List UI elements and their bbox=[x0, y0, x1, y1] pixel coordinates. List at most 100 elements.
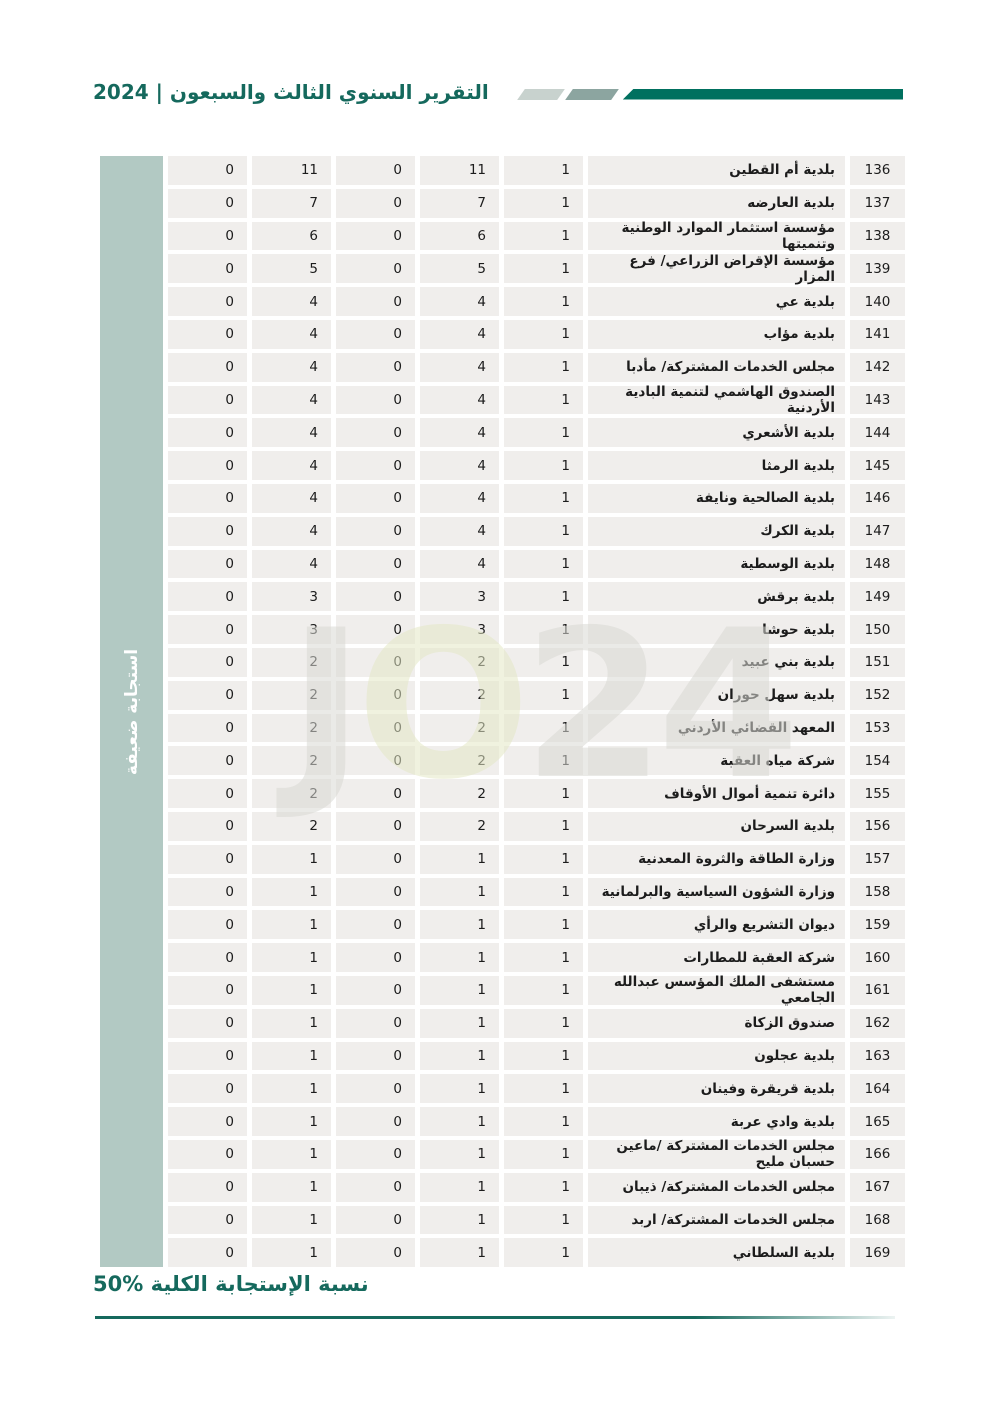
table-row: 153 المعهد القضائي الأردني 1 2 0 2 0 bbox=[168, 713, 905, 743]
value-cell: 1 bbox=[504, 483, 583, 513]
row-number: 146 bbox=[850, 483, 905, 513]
row-number: 137 bbox=[850, 188, 905, 218]
value-cell: 0 bbox=[168, 975, 247, 1005]
value-cell: 0 bbox=[168, 516, 247, 546]
entity-name: بلدية مؤاب bbox=[588, 319, 845, 349]
value-cell: 1 bbox=[420, 844, 499, 874]
value-cell: 1 bbox=[504, 746, 583, 776]
value-cell: 1 bbox=[504, 1041, 583, 1071]
row-number: 167 bbox=[850, 1172, 905, 1202]
value-cell: 4 bbox=[420, 287, 499, 316]
value-cell: 1 bbox=[504, 811, 583, 841]
table-row: 136 بلدية أم القطين 1 11 0 11 0 bbox=[168, 156, 905, 185]
value-cell: 0 bbox=[336, 1041, 415, 1071]
value-cell: 4 bbox=[252, 549, 331, 579]
header-bar-segment-light bbox=[516, 88, 565, 100]
header-bar-segment-mid bbox=[564, 88, 619, 100]
value-cell: 0 bbox=[168, 844, 247, 874]
value-cell: 4 bbox=[252, 319, 331, 349]
footer-divider bbox=[95, 1316, 895, 1319]
category-band: استجابة ضعيفة bbox=[100, 156, 163, 1268]
value-cell: 0 bbox=[168, 680, 247, 710]
row-number: 154 bbox=[850, 746, 905, 776]
entity-name: بلدية عي bbox=[588, 287, 845, 316]
row-number: 145 bbox=[850, 451, 905, 480]
table-rows: 136 بلدية أم القطين 1 11 0 11 0 137 بلدي… bbox=[168, 156, 905, 1268]
value-cell: 1 bbox=[504, 582, 583, 612]
value-cell: 4 bbox=[420, 385, 499, 415]
table-row: 161 مستشفى الملك المؤسس عبدالله الجامعي … bbox=[168, 974, 905, 1006]
value-cell: 0 bbox=[336, 615, 415, 644]
value-cell: 0 bbox=[168, 319, 247, 349]
value-cell: 0 bbox=[168, 811, 247, 841]
value-cell: 0 bbox=[168, 746, 247, 776]
report-title: التقرير السنوي الثالث والسبعون | 2024 bbox=[93, 80, 489, 104]
value-cell: 2 bbox=[420, 647, 499, 677]
entity-name: بلدية السرحان bbox=[588, 811, 845, 841]
value-cell: 4 bbox=[252, 451, 331, 480]
value-cell: 1 bbox=[420, 1074, 499, 1104]
value-cell: 0 bbox=[336, 418, 415, 448]
row-number: 140 bbox=[850, 287, 905, 316]
row-number: 144 bbox=[850, 418, 905, 448]
entity-name: مجلس الخدمات المشتركة/ ذيبان bbox=[588, 1172, 845, 1202]
value-cell: 1 bbox=[420, 910, 499, 940]
value-cell: 0 bbox=[336, 811, 415, 841]
entity-name: بلدية الوسطية bbox=[588, 549, 845, 579]
table-row: 166 مجلس الخدمات المشتركة /ماعين حسبان م… bbox=[168, 1138, 905, 1170]
row-number: 155 bbox=[850, 779, 905, 808]
row-number: 163 bbox=[850, 1041, 905, 1071]
entity-name: بلدية حوشا bbox=[588, 615, 845, 644]
value-cell: 1 bbox=[504, 943, 583, 972]
row-number: 148 bbox=[850, 549, 905, 579]
value-cell: 0 bbox=[336, 779, 415, 808]
overall-response-rate: نسبة الإستجابة الكلية %50 bbox=[93, 1272, 369, 1296]
row-number: 159 bbox=[850, 910, 905, 940]
value-cell: 0 bbox=[168, 156, 247, 185]
entity-name: مجلس الخدمات المشتركة/ مأدبا bbox=[588, 352, 845, 382]
value-cell: 2 bbox=[252, 680, 331, 710]
table-row: 144 بلدية الأشعري 1 4 0 4 0 bbox=[168, 418, 905, 448]
value-cell: 0 bbox=[336, 877, 415, 907]
value-cell: 5 bbox=[420, 254, 499, 284]
value-cell: 1 bbox=[504, 1008, 583, 1038]
row-number: 160 bbox=[850, 943, 905, 972]
value-cell: 0 bbox=[168, 1172, 247, 1202]
value-cell: 1 bbox=[252, 975, 331, 1005]
table-row: 145 بلدية الرمثا 1 4 0 4 0 bbox=[168, 451, 905, 480]
value-cell: 3 bbox=[252, 615, 331, 644]
table-row: 149 بلدية برقش 1 3 0 3 0 bbox=[168, 582, 905, 612]
value-cell: 7 bbox=[420, 188, 499, 218]
entity-name: مؤسسة استثمار الموارد الوطنية وتنميتها bbox=[588, 220, 845, 252]
value-cell: 0 bbox=[336, 713, 415, 743]
value-cell: 0 bbox=[168, 713, 247, 743]
value-cell: 0 bbox=[336, 582, 415, 612]
entity-name: الصندوق الهاشمي لتنمية البادية الأردنية bbox=[588, 384, 845, 416]
entity-name: شركة العقبة للمطارات bbox=[588, 943, 845, 972]
value-cell: 0 bbox=[168, 943, 247, 972]
value-cell: 0 bbox=[168, 1074, 247, 1104]
value-cell: 2 bbox=[252, 713, 331, 743]
row-number: 152 bbox=[850, 680, 905, 710]
value-cell: 4 bbox=[420, 352, 499, 382]
row-number: 162 bbox=[850, 1008, 905, 1038]
entity-name: بلدية برقش bbox=[588, 582, 845, 612]
value-cell: 0 bbox=[336, 254, 415, 284]
header-bar-segment-dark bbox=[622, 88, 903, 100]
row-number: 147 bbox=[850, 516, 905, 546]
table-row: 139 مؤسسة الإقراض الزراعي/ فرع المزار 1 … bbox=[168, 253, 905, 285]
value-cell: 0 bbox=[336, 221, 415, 251]
value-cell: 1 bbox=[252, 1041, 331, 1071]
response-table: 136 بلدية أم القطين 1 11 0 11 0 137 بلدي… bbox=[100, 156, 905, 1268]
row-number: 169 bbox=[850, 1238, 905, 1268]
entity-name: بلدية وادي عربة bbox=[588, 1107, 845, 1136]
header-decoration bbox=[516, 88, 903, 100]
table-row: 138 مؤسسة استثمار الموارد الوطنية وتنميت… bbox=[168, 220, 905, 252]
value-cell: 1 bbox=[420, 1172, 499, 1202]
row-number: 139 bbox=[850, 254, 905, 284]
entity-name: مستشفى الملك المؤسس عبدالله الجامعي bbox=[588, 974, 845, 1006]
value-cell: 0 bbox=[168, 779, 247, 808]
value-cell: 0 bbox=[168, 582, 247, 612]
row-number: 138 bbox=[850, 221, 905, 251]
